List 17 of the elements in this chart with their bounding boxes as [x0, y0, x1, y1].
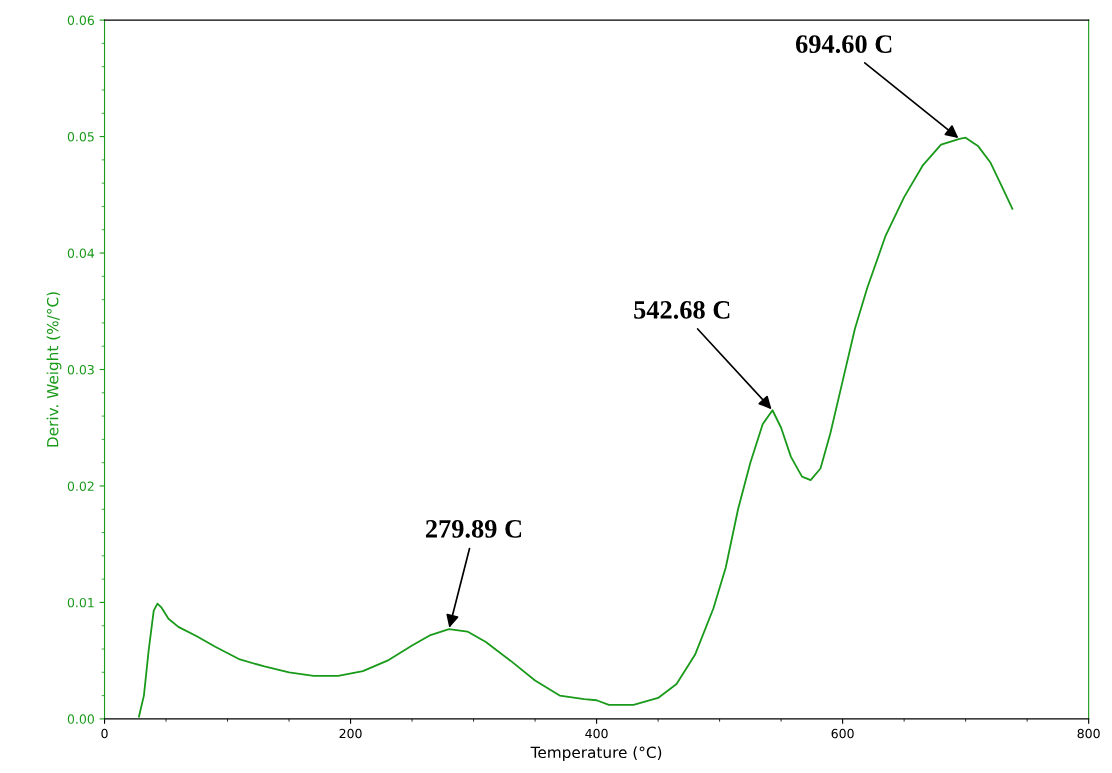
annotation: 279.89 C [425, 519, 522, 538]
x-tick-label: 600 [831, 728, 854, 739]
y-tick-label: 0.06 [67, 15, 95, 26]
y-tick-label: 0.00 [67, 714, 94, 724]
y-tick-label: 0.05 [67, 132, 94, 142]
x-tick-label: 200 [339, 728, 362, 739]
x-tick-label: 800 [1077, 728, 1100, 739]
y-tick-label: 0.01 [67, 597, 94, 608]
annotation: 694.60 C [796, 35, 892, 54]
y-axis-title: Deriv. Weight (%/°C) [46, 292, 62, 447]
x-tick-label: 400 [585, 728, 608, 739]
x-tick-label: 0 [101, 728, 108, 739]
annotation: 542.68 C [634, 300, 730, 319]
y-tick-label: 0.02 [67, 481, 94, 491]
y-tick-label: 0.03 [67, 364, 94, 375]
x-axis-title: Temperature (°C) [530, 746, 662, 762]
y-tick-label: 0.04 [67, 248, 95, 258]
